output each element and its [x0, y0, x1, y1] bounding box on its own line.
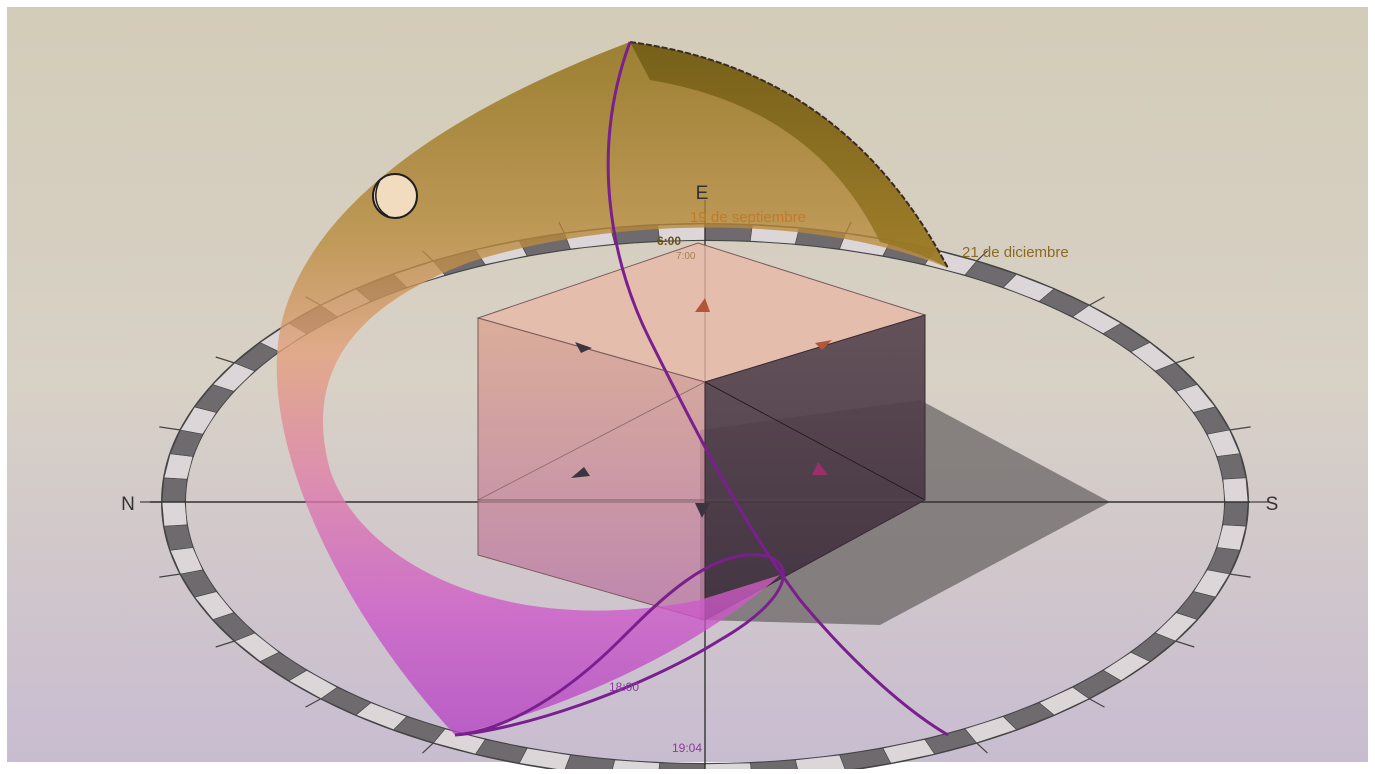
ring-segment: [161, 501, 188, 527]
ring-segment: [1222, 501, 1249, 527]
ring-tick: [159, 426, 181, 431]
direction-arrow-sw: [571, 467, 590, 478]
direction-arrow-up: [695, 298, 710, 312]
ring-segment: [658, 762, 706, 774]
ring-tick: [1088, 296, 1105, 306]
direction-arrow-se: [812, 462, 828, 475]
sun-path-surface-fill: [276, 42, 949, 735]
ring-segment: [161, 477, 188, 503]
ring-tick: [1088, 698, 1105, 708]
analemma-loop: [454, 553, 785, 737]
time-label-19: 19:04: [672, 741, 702, 755]
ring-tick: [215, 356, 235, 364]
arch-outline: [629, 41, 949, 269]
direction-arrow-ne: [815, 340, 832, 350]
ring-tick: [1229, 573, 1251, 578]
ring-segment: [1222, 477, 1249, 503]
ring-tick: [976, 250, 988, 262]
ring-tick: [159, 573, 181, 578]
ring-tick: [1229, 426, 1251, 431]
direction-arrow-nw: [575, 342, 592, 353]
direction-arrow-down: [695, 503, 710, 518]
ring-tick: [976, 742, 988, 754]
december-label: 21 de diciembre: [962, 244, 1069, 261]
ring-tick: [422, 742, 434, 754]
september-arch: [630, 42, 948, 268]
south-label: S: [1266, 494, 1279, 515]
time-label-7: 7:00: [676, 251, 696, 262]
time-label-18: 18:00: [609, 680, 639, 694]
sun-icon: [372, 173, 418, 219]
time-label-6: 6:00: [657, 234, 681, 248]
ring-segment: [704, 762, 752, 774]
ring-tick: [1175, 640, 1195, 648]
ring-tick: [305, 698, 322, 708]
sun-path-surface: [276, 41, 949, 737]
september-label: 19 de septiembre: [690, 209, 806, 226]
east-label: E: [696, 183, 709, 204]
north-label: N: [121, 494, 135, 515]
ring-tick: [215, 640, 235, 648]
sun-path-curve: [606, 41, 949, 737]
ring-tick: [1175, 356, 1195, 364]
